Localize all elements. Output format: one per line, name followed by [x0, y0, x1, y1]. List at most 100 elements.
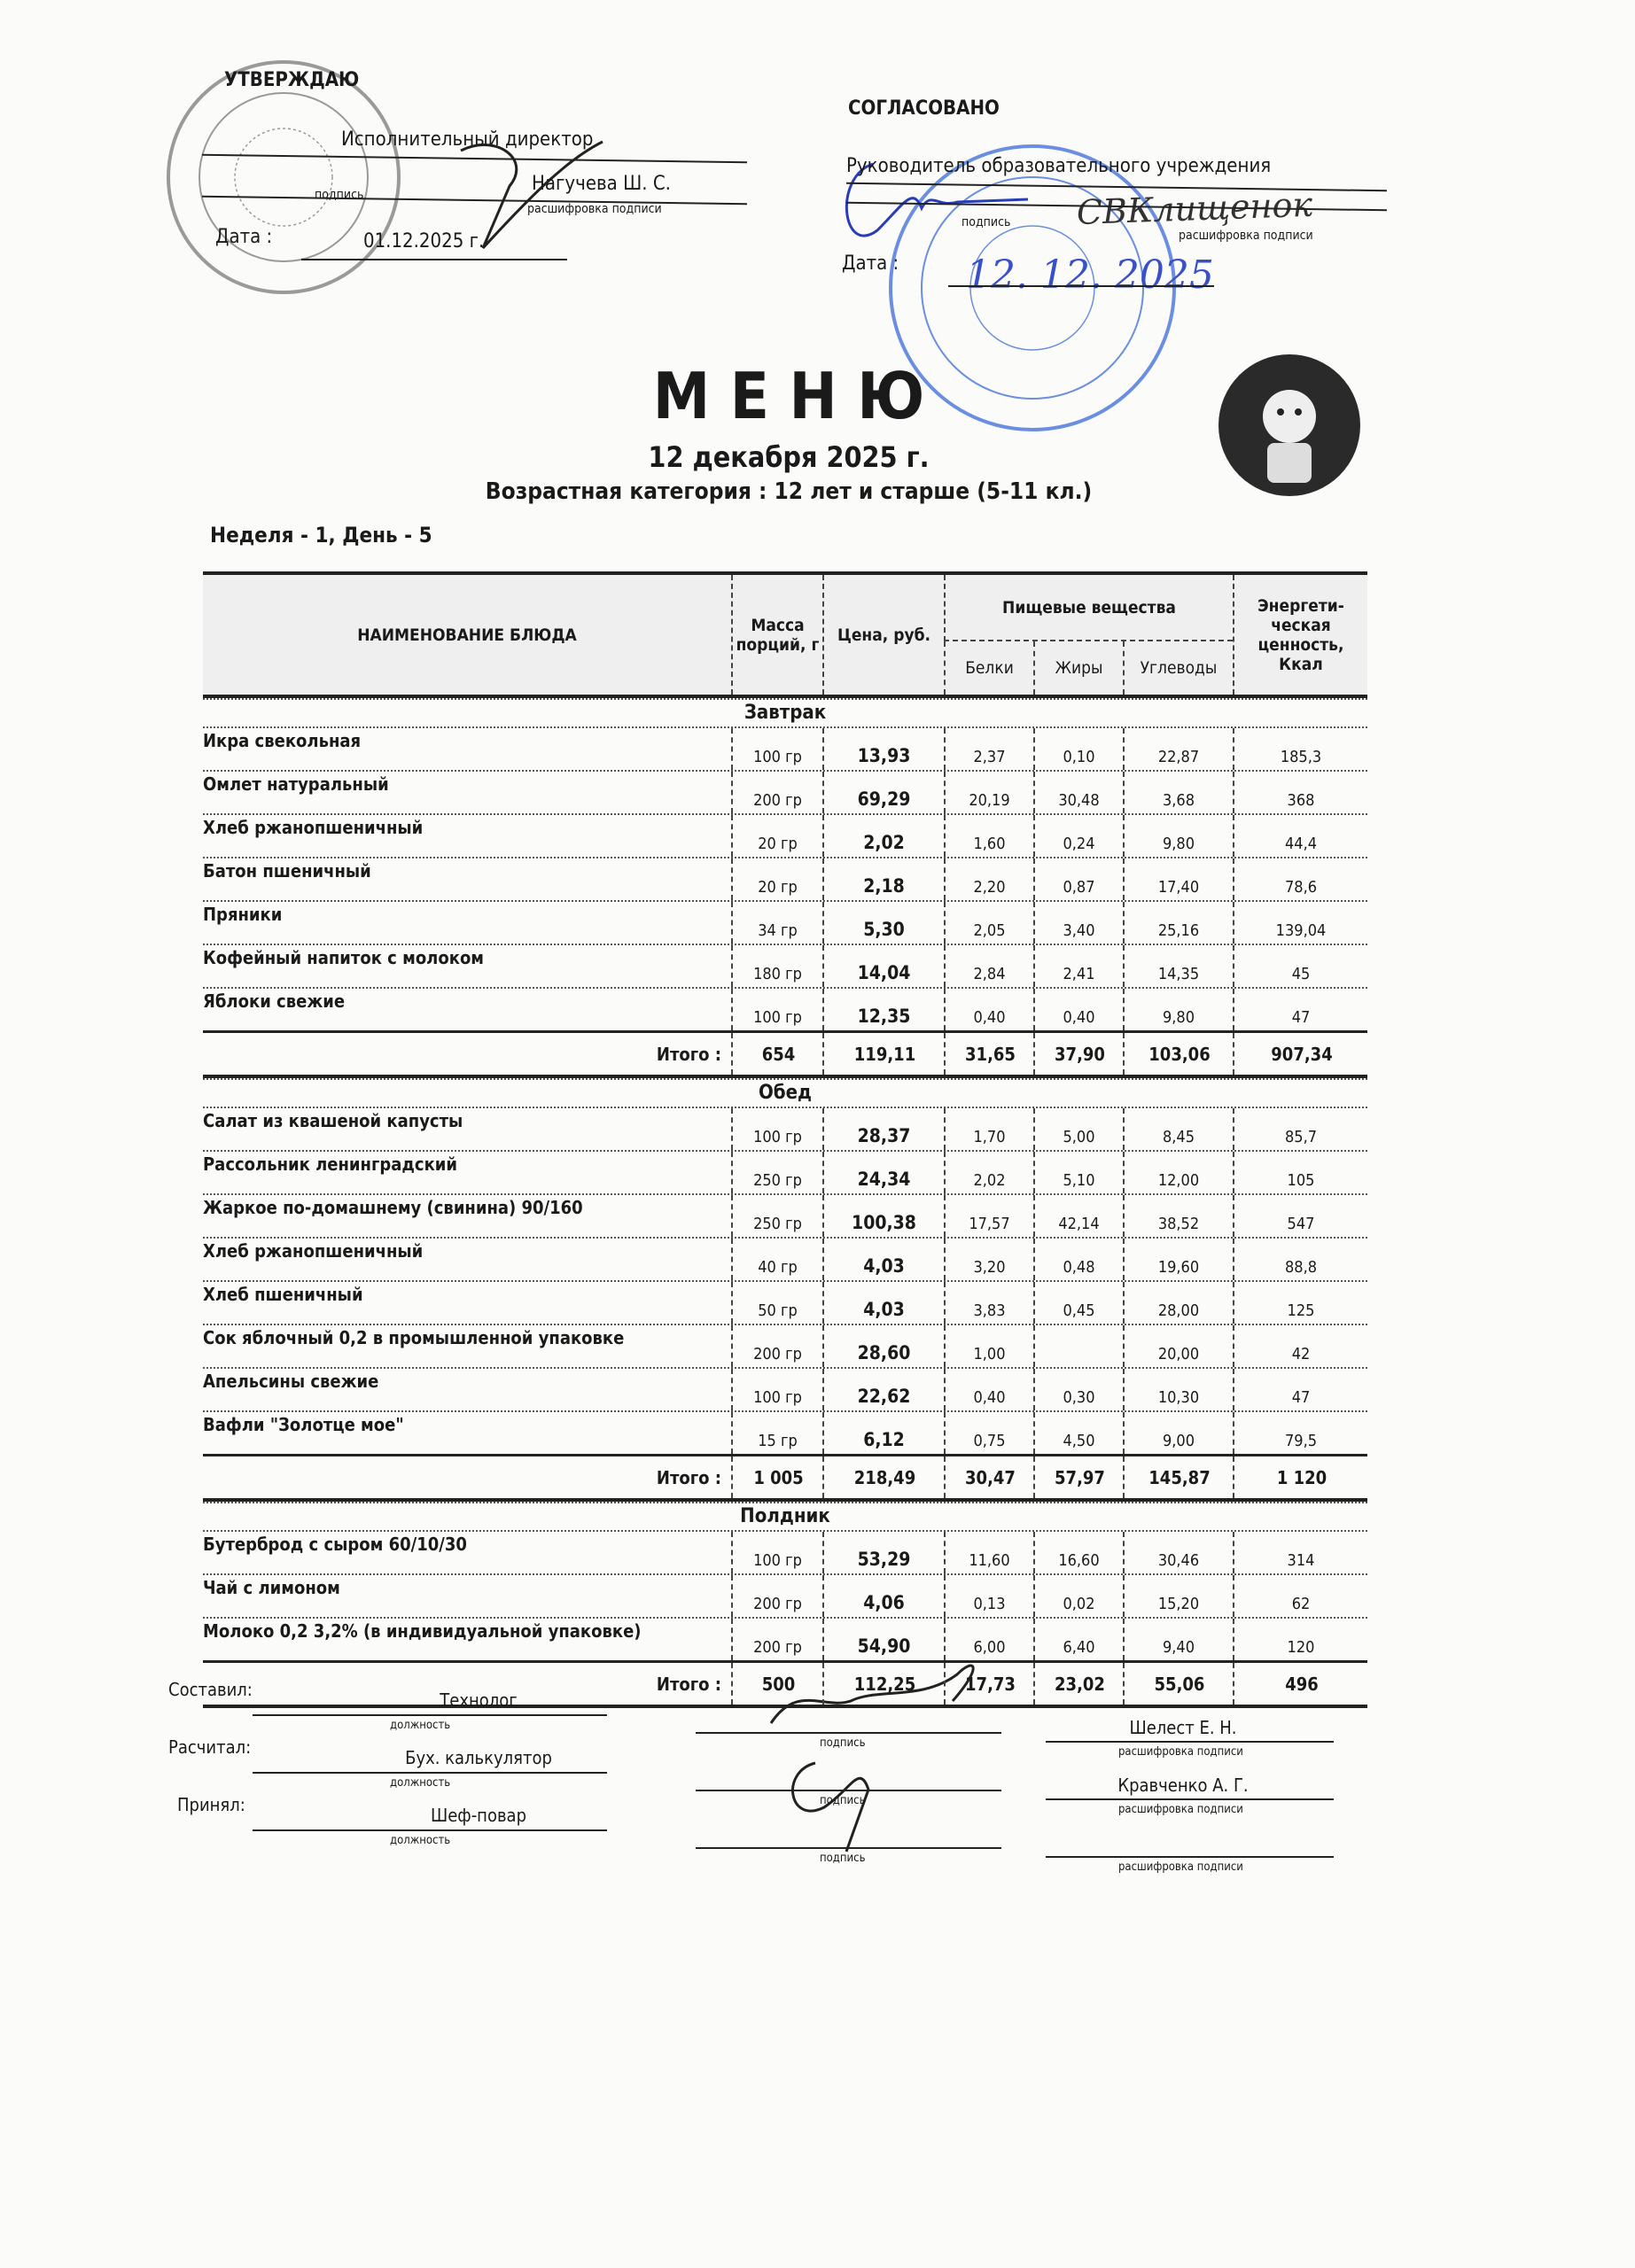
cell-carbs: 38,52 — [1123, 1195, 1233, 1237]
cell-fat: 3,40 — [1033, 902, 1123, 944]
header-mass: Масса порций, г — [731, 575, 822, 695]
approve-name-caption: расшифровка подписи — [527, 202, 662, 216]
cell-carbs: 8,45 — [1123, 1108, 1233, 1150]
total-energy: 1 120 — [1233, 1456, 1369, 1498]
table-row: Пряники 34 гр 5,30 2,05 3,40 25,16 139,04 — [203, 900, 1367, 944]
table-row: Молоко 0,2 3,2% (в индивидуальной упаков… — [203, 1617, 1367, 1660]
table-row: Хлеб пшеничный 50 гр 4,03 3,83 0,45 28,00 125 — [203, 1280, 1367, 1324]
agree-position: Руководитель образовательного учреждения — [846, 155, 1272, 177]
cell-price: 4,06 — [822, 1575, 944, 1617]
name-caption: расшифровка подписи — [1118, 1860, 1243, 1874]
table-row: Батон пшеничный 20 гр 2,18 2,20 0,87 17,40 78,… — [203, 857, 1367, 900]
footer-signature-line — [696, 1847, 1001, 1849]
footer-position-line — [253, 1772, 607, 1774]
dish-name: Апельсины свежие — [203, 1371, 379, 1392]
cell-price: 28,37 — [822, 1108, 944, 1150]
cell-carbs: 10,30 — [1123, 1369, 1233, 1410]
dish-name: Кофейный напиток с молоком — [203, 947, 485, 968]
cell-carbs: 12,00 — [1123, 1152, 1233, 1193]
total-mass: 1 005 — [731, 1456, 824, 1498]
total-label: Итого : — [656, 1043, 721, 1065]
cell-protein: 0,13 — [944, 1575, 1033, 1617]
section-title: Обед — [203, 1078, 1367, 1107]
cell-energy: 78,6 — [1233, 858, 1367, 900]
section-title: Полдник — [203, 1502, 1367, 1530]
director-signature — [460, 140, 603, 250]
cell-price: 28,60 — [822, 1325, 944, 1367]
footer-position: Бух. калькулятор — [405, 1747, 552, 1768]
total-fat: 57,97 — [1033, 1456, 1125, 1498]
cell-price: 24,34 — [822, 1152, 944, 1193]
dish-name: Чай с лимоном — [203, 1577, 340, 1598]
total-label: Итого : — [656, 1466, 721, 1488]
footer-name-line — [1046, 1856, 1334, 1858]
total-protein: 30,47 — [944, 1456, 1035, 1498]
cell-fat: 0,24 — [1033, 815, 1123, 857]
signature-caption: подпись — [820, 1736, 866, 1750]
cell-protein: 2,84 — [944, 945, 1033, 987]
table-row: Апельсины свежие 100 гр 22,62 0,40 0,30 10,30… — [203, 1367, 1367, 1410]
cell-protein: 0,40 — [944, 1369, 1033, 1410]
dish-name: Яблоки свежие — [203, 990, 346, 1012]
cell-mass: 15 гр — [731, 1412, 822, 1454]
signature-caption: подпись — [820, 1852, 866, 1865]
total-price: 218,49 — [822, 1456, 946, 1498]
dish-name: Салат из квашеной капусты — [203, 1110, 463, 1131]
cell-energy: 185,3 — [1233, 728, 1367, 770]
total-protein: 31,65 — [944, 1033, 1035, 1075]
total-energy: 496 — [1233, 1663, 1369, 1705]
cell-protein: 2,20 — [944, 858, 1033, 900]
approve-position: Исполнительный директор — [341, 128, 594, 151]
dish-name: Жаркое по-домашнему (свинина) 90/160 — [203, 1197, 583, 1218]
cell-price: 2,02 — [822, 815, 944, 857]
organization-stamp — [167, 60, 401, 294]
cell-mass: 50 гр — [731, 1282, 822, 1324]
principal-signature — [845, 162, 1029, 237]
cell-carbs: 3,68 — [1123, 772, 1233, 813]
table-row: Чай с лимоном 200 гр 4,06 0,13 0,02 15,20 62 — [203, 1573, 1367, 1617]
cell-energy: 139,04 — [1233, 902, 1367, 944]
cell-price: 12,35 — [822, 989, 944, 1030]
header-carbs: Углеводы — [1123, 641, 1233, 695]
cell-carbs: 20,00 — [1123, 1325, 1233, 1367]
section-title: Завтрак — [203, 698, 1367, 726]
cell-mass: 100 гр — [731, 1108, 822, 1150]
table-row: Икра свекольная 100 гр 13,93 2,37 0,10 22,87 1… — [203, 726, 1367, 770]
footer-position-line — [253, 1714, 607, 1716]
cell-energy: 85,7 — [1233, 1108, 1367, 1150]
cell-fat: 0,45 — [1033, 1282, 1123, 1324]
age-category: Возрастная категория : 12 лет и старше (… — [485, 478, 1093, 505]
menu-date: 12 декабря 2025 г. — [648, 440, 930, 474]
cell-protein: 2,37 — [944, 728, 1033, 770]
dish-name: Хлеб ржанопшеничный — [203, 817, 424, 838]
total-carbs: 103,06 — [1123, 1033, 1234, 1075]
total-price: 112,25 — [822, 1663, 946, 1705]
cell-energy: 47 — [1233, 1369, 1367, 1410]
cell-carbs: 15,20 — [1123, 1575, 1233, 1617]
position-caption: должность — [390, 1834, 451, 1847]
approve-signature-caption: подпись — [315, 188, 364, 202]
table-row: Сок яблочный 0,2 в промышленной упаковке… — [203, 1324, 1367, 1367]
cell-energy: 368 — [1233, 772, 1367, 813]
cell-fat: 0,02 — [1033, 1575, 1123, 1617]
cell-fat: 0,48 — [1033, 1239, 1123, 1280]
cell-price: 22,62 — [822, 1369, 944, 1410]
cell-price: 13,93 — [822, 728, 944, 770]
cell-energy: 88,8 — [1233, 1239, 1367, 1280]
header-fat: Жиры — [1033, 641, 1123, 695]
cell-fat: 0,87 — [1033, 858, 1123, 900]
cell-energy: 47 — [1233, 989, 1367, 1030]
cell-mass: 200 гр — [731, 772, 822, 813]
cell-protein: 0,75 — [944, 1412, 1033, 1454]
table-row: Хлеб ржанопшеничный 20 гр 2,02 1,60 0,24 9,80… — [203, 813, 1367, 857]
cell-mass: 200 гр — [731, 1325, 822, 1367]
cell-energy: 125 — [1233, 1282, 1367, 1324]
week-day: Неделя - 1, День - 5 — [210, 523, 432, 548]
total-price: 119,11 — [822, 1033, 946, 1075]
position-caption: должность — [390, 1719, 451, 1732]
accountant-signature — [791, 1761, 870, 1852]
cell-fat: 5,10 — [1033, 1152, 1123, 1193]
cell-carbs: 25,16 — [1123, 902, 1233, 944]
header-nutrients: Пищевые вещества — [944, 575, 1233, 641]
total-carbs: 145,87 — [1123, 1456, 1234, 1498]
